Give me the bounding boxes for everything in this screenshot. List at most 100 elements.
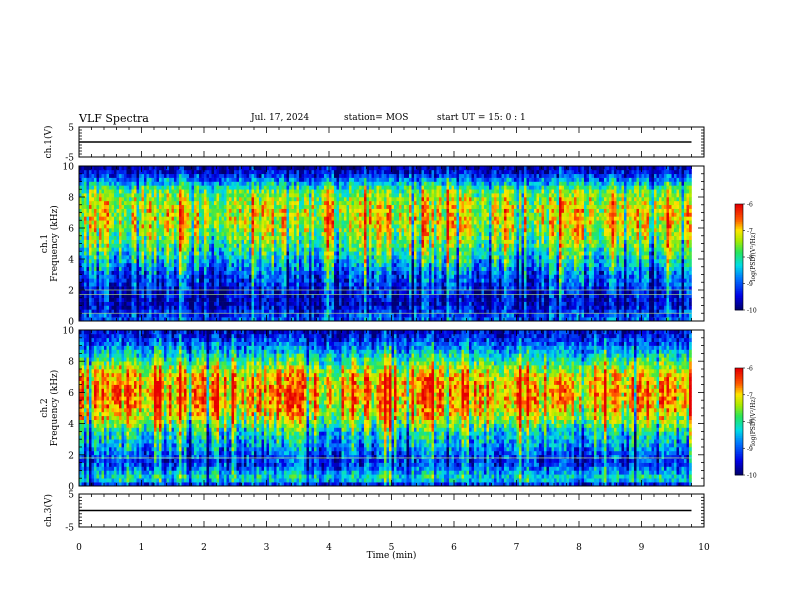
spectrogram-cell [87, 240, 90, 244]
spectrogram-cell [132, 193, 135, 197]
spectrogram-cell [154, 220, 157, 224]
spectrogram-cell [189, 193, 192, 197]
spectrogram-cell [89, 193, 92, 197]
spectrogram-cell [174, 220, 177, 224]
spectrogram-cell [172, 247, 175, 251]
spectrogram-cell [82, 251, 85, 255]
spectrogram-cell [149, 166, 152, 170]
spectrogram-cell [172, 174, 175, 178]
spectrogram-cell [167, 205, 170, 209]
spectrogram-cell [117, 174, 120, 178]
spectrogram-cell [179, 259, 182, 263]
spectrogram-cell [152, 244, 155, 248]
spectrogram-cell [129, 174, 132, 178]
spectrogram-cell [154, 174, 157, 178]
spectrogram-cell [139, 178, 142, 182]
spectrogram-cell [117, 275, 120, 279]
spectrogram-cell [122, 271, 125, 275]
spectrogram-cell [144, 302, 147, 306]
spectrogram-cell [99, 178, 102, 182]
spectrogram-cell [117, 220, 120, 224]
spectrogram-cell [124, 244, 127, 248]
spectrogram-cell [157, 306, 160, 310]
spectrogram-cell [117, 166, 120, 170]
spectrogram-cell [154, 267, 157, 271]
spectrogram-cell [127, 170, 130, 174]
spectrogram-cell [187, 182, 190, 186]
spectrogram-cell [127, 255, 130, 259]
spectrogram-cell [189, 271, 192, 275]
spectrogram-cell [127, 213, 130, 217]
spectrogram-cell [84, 205, 87, 209]
spectrogram-cell [167, 166, 170, 170]
spectrogram-cell [124, 259, 127, 263]
spectrogram-cell [122, 263, 125, 267]
spectrogram-cell [104, 193, 107, 197]
spectrogram-cell [169, 255, 172, 259]
spectrogram-cell [182, 189, 185, 193]
spectrogram-cell [112, 174, 115, 178]
spectrogram-cell [142, 247, 145, 251]
spectrogram-cell [169, 247, 172, 251]
spectrogram-cell [129, 306, 132, 310]
spectrogram-cell [122, 216, 125, 220]
spectrogram-cell [127, 205, 130, 209]
spectrogram-cell [144, 197, 147, 201]
spectrogram-cell [139, 220, 142, 224]
spectrogram-cell [174, 178, 177, 182]
spectrogram-cell [127, 228, 130, 232]
spectrogram-cell [154, 232, 157, 236]
spectrogram-cell [132, 259, 135, 263]
spectrogram-cell [139, 182, 142, 186]
spectrogram-cell [97, 189, 100, 193]
spectrogram-cell [172, 275, 175, 279]
spectrogram-cell [84, 290, 87, 294]
spectrogram-cell [149, 189, 152, 193]
spectrogram-cell [172, 313, 175, 317]
spectrogram-cell [129, 278, 132, 282]
spectrogram-cell [149, 216, 152, 220]
spectrogram-cell [132, 182, 135, 186]
spectrogram-cell [109, 302, 112, 306]
spectrogram-cell [94, 247, 97, 251]
spectrogram-cell [99, 244, 102, 248]
spectrogram-cell [174, 247, 177, 251]
spectrogram-cell [144, 205, 147, 209]
spectrogram-cell [124, 185, 127, 189]
spectrogram-cell [104, 263, 107, 267]
spectrogram-cell [87, 255, 90, 259]
spectrogram-cell [174, 267, 177, 271]
spectrogram-cell [107, 313, 110, 317]
spectrogram-cell [129, 267, 132, 271]
spectrogram-cell [147, 259, 150, 263]
spectrogram-cell [117, 302, 120, 306]
spectrogram-cell [102, 282, 105, 286]
spectrogram-cell [112, 282, 115, 286]
spectrogram-cell [152, 236, 155, 240]
spectrogram-cell [107, 213, 110, 217]
spectrogram-cell [152, 259, 155, 263]
spectrogram-cell [119, 298, 122, 302]
spectrogram-cell [137, 185, 140, 189]
spectrogram-cell [134, 228, 137, 232]
spectrogram-cell [94, 224, 97, 228]
spectrogram-cell [184, 251, 187, 255]
spectrogram-cell [152, 216, 155, 220]
spectrogram-cell [167, 236, 170, 240]
spectrogram-cell [82, 166, 85, 170]
spectrogram-cell [159, 255, 162, 259]
spectrogram-cell [184, 220, 187, 224]
spectrogram-cell [182, 220, 185, 224]
spectrogram-cell [184, 170, 187, 174]
spectrogram-cell [127, 174, 130, 178]
spectrogram-cell [154, 224, 157, 228]
spectrogram-cell [189, 201, 192, 205]
spectrogram-cell [147, 232, 150, 236]
spectrogram-cell [102, 271, 105, 275]
spectrogram-cell [142, 178, 145, 182]
spectrogram-cell [107, 182, 110, 186]
spectrogram-cell [122, 267, 125, 271]
spectrogram-cell [184, 275, 187, 279]
spectrogram-cell [144, 244, 147, 248]
spectrogram-cell [159, 302, 162, 306]
